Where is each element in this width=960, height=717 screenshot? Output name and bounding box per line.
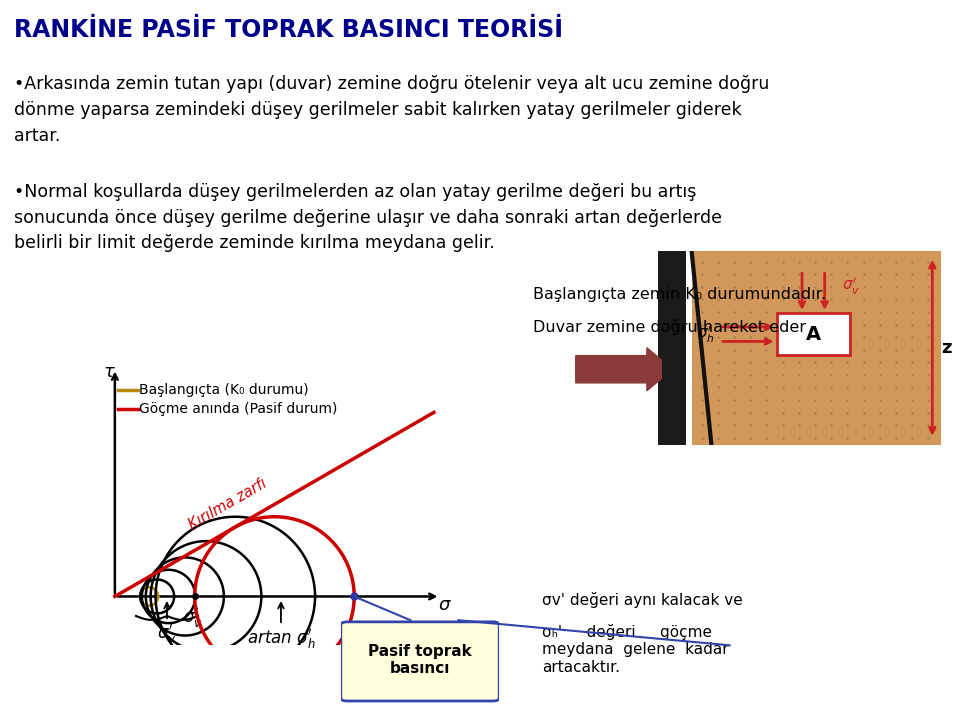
Text: $\sigma_v'$: $\sigma_v'$ [183,607,203,630]
Text: Kırılma zarfı: Kırılma zarfı [186,476,270,533]
Text: A: A [805,325,821,343]
Text: Pasif toprak
basıncı: Pasif toprak basıncı [368,644,472,676]
Text: Göçme anında (Pasif durum): Göçme anında (Pasif durum) [139,402,338,417]
Text: $\sigma_v'$: $\sigma_v'$ [842,276,860,298]
Text: artan $\sigma_h'$: artan $\sigma_h'$ [247,627,315,652]
Text: $\sigma_h'$: $\sigma_h'$ [697,323,714,345]
Text: $\sigma_v'$: $\sigma_v'$ [157,622,177,646]
Text: Duvar zemine doğru hareket eder: Duvar zemine doğru hareket eder [533,319,805,335]
Text: σv' değeri aynı kalacak ve: σv' değeri aynı kalacak ve [542,592,743,607]
Text: Başlangıçta zemin K₀ durumundadır.: Başlangıçta zemin K₀ durumundadır. [533,287,826,302]
Text: τ: τ [104,363,114,381]
Text: σₕ'     değeri     göçme
meydana  gelene  kadar
artacaktır.: σₕ' değeri göçme meydana gelene kadar ar… [542,624,729,675]
FancyBboxPatch shape [341,622,499,701]
Text: z: z [941,338,951,357]
Bar [691,251,941,445]
FancyArrow shape [576,348,672,391]
Text: Başlangıçta (K₀ durumu): Başlangıçta (K₀ durumu) [139,383,309,397]
Text: σ: σ [438,596,449,614]
Bar [777,313,851,356]
Text: •Normal koşullarda düşey gerilmelerden az olan yatay gerilme değeri bu artış
son: •Normal koşullarda düşey gerilmelerden a… [14,183,722,252]
Bar [658,251,685,445]
Text: RANKİNE PASİF TOPRAK BASINCI TEORİSİ: RANKİNE PASİF TOPRAK BASINCI TEORİSİ [14,18,564,42]
Text: •Arkasında zemin tutan yapı (duvar) zemine doğru ötelenir veya alt ucu zemine do: •Arkasında zemin tutan yapı (duvar) zemi… [14,75,770,145]
